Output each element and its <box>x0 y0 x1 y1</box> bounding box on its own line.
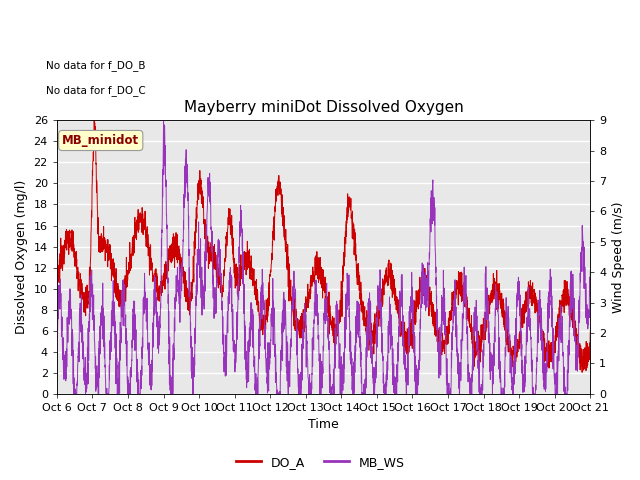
MB_WS <box>586 268 594 274</box>
DO_A <box>281 235 289 241</box>
MB_WS <box>70 391 77 396</box>
DO_A <box>53 281 61 287</box>
MB_WS <box>576 270 584 276</box>
DO_A <box>518 316 526 322</box>
DO_A <box>146 272 154 278</box>
DO_A <box>258 312 266 318</box>
MB_WS <box>258 282 266 288</box>
MB_WS <box>53 339 61 345</box>
DO_A <box>579 370 586 375</box>
Text: No data for f_DO_B: No data for f_DO_B <box>46 60 146 71</box>
DO_A <box>90 118 98 123</box>
DO_A <box>586 328 594 334</box>
Line: DO_A: DO_A <box>57 120 590 372</box>
Y-axis label: Wind Speed (m/s): Wind Speed (m/s) <box>612 201 625 313</box>
Text: No data for f_DO_C: No data for f_DO_C <box>46 85 146 96</box>
MB_WS <box>114 387 122 393</box>
MB_WS <box>281 306 289 312</box>
Text: MB_minidot: MB_minidot <box>62 134 140 147</box>
MB_WS <box>146 370 154 376</box>
DO_A <box>576 357 584 362</box>
Line: MB_WS: MB_WS <box>57 120 590 394</box>
Legend: DO_A, MB_WS: DO_A, MB_WS <box>230 451 410 474</box>
MB_WS <box>519 362 527 368</box>
MB_WS <box>160 118 168 123</box>
Title: Mayberry miniDot Dissolved Oxygen: Mayberry miniDot Dissolved Oxygen <box>184 100 463 115</box>
X-axis label: Time: Time <box>308 419 339 432</box>
Y-axis label: Dissolved Oxygen (mg/l): Dissolved Oxygen (mg/l) <box>15 180 28 334</box>
DO_A <box>114 280 122 286</box>
